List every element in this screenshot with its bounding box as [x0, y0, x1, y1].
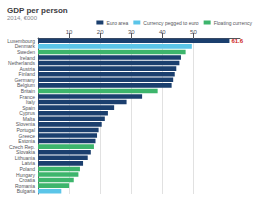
svg-text:Malta: Malta — [22, 115, 35, 122]
svg-text:Netherlands: Netherlands — [8, 60, 35, 67]
svg-text:2014, €000: 2014, €000 — [7, 15, 38, 21]
svg-text:Finland: Finland — [18, 71, 35, 78]
svg-text:10: 10 — [66, 29, 73, 35]
svg-text:GDP per person: GDP per person — [7, 6, 68, 15]
svg-text:Estonia: Estonia — [18, 138, 35, 145]
svg-text:Greece: Greece — [18, 132, 35, 139]
svg-text:France: France — [19, 93, 35, 100]
svg-text:30: 30 — [128, 29, 135, 35]
svg-text:Belgium: Belgium — [16, 82, 35, 89]
svg-text:Spain: Spain — [22, 104, 35, 111]
svg-text:50: 50 — [190, 29, 197, 35]
svg-text:Denmark: Denmark — [14, 43, 35, 50]
svg-text:Austria: Austria — [19, 65, 35, 72]
svg-text:20: 20 — [97, 29, 104, 35]
svg-text:Italy: Italy — [25, 99, 35, 106]
svg-text:Romania: Romania — [15, 182, 35, 189]
svg-text:Portugal: Portugal — [16, 126, 35, 133]
svg-text:Currency pegged to euro: Currency pegged to euro — [143, 20, 199, 26]
svg-text:40: 40 — [159, 29, 166, 35]
svg-text:Slovakia: Slovakia — [16, 149, 35, 156]
svg-text:Czech Rep.: Czech Rep. — [8, 143, 35, 150]
svg-text:61.6: 61.6 — [231, 38, 243, 44]
svg-text:Floating currency: Floating currency — [214, 20, 253, 26]
svg-text:Lithuania: Lithuania — [14, 154, 35, 161]
svg-text:Slovenia: Slovenia — [15, 121, 35, 128]
svg-text:Luxembourg: Luxembourg — [7, 37, 35, 44]
svg-text:Hungary: Hungary — [16, 171, 35, 178]
svg-text:Cyprus: Cyprus — [19, 110, 35, 117]
svg-text:Germany: Germany — [14, 76, 35, 83]
svg-text:Croatia: Croatia — [18, 177, 35, 184]
svg-text:Sweden: Sweden — [16, 48, 35, 55]
svg-text:Ireland: Ireland — [19, 54, 35, 61]
svg-text:Britain: Britain — [20, 87, 35, 94]
svg-text:Poland: Poland — [19, 165, 35, 172]
svg-text:Bulgaria: Bulgaria — [17, 188, 36, 194]
svg-text:Euro area: Euro area — [106, 20, 128, 26]
svg-text:Latvia: Latvia — [21, 160, 35, 167]
